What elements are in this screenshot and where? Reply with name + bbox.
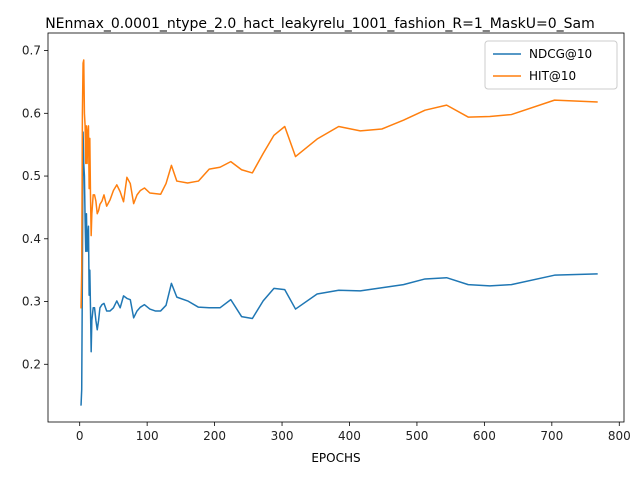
y-axis-ticks: 0.2 0.3 0.4 0.5 0.6 0.7 — [22, 44, 48, 371]
y-tick-label: 0.2 — [22, 357, 41, 371]
y-tick-label: 0.7 — [22, 44, 41, 58]
x-tick-label: 800 — [608, 429, 631, 443]
series-line-hit-10 — [80, 59, 598, 309]
chart-title: NEnmax_0.0001_ntype_2.0_hact_leakyrelu_1… — [45, 16, 595, 32]
x-tick-label: 200 — [203, 429, 226, 443]
x-axis-label: EPOCHS — [311, 451, 360, 465]
legend-box — [484, 40, 618, 90]
y-tick-label: 0.3 — [22, 295, 41, 309]
y-tick-label: 0.6 — [22, 106, 41, 120]
legend: NDCG@10 HIT@10 — [484, 40, 618, 90]
x-tick-label: 600 — [473, 429, 496, 443]
x-tick-label: 400 — [338, 429, 361, 443]
axes-frame — [47, 32, 625, 423]
series-lines — [80, 59, 598, 406]
legend-entry-label: HIT@10 — [529, 69, 576, 83]
series-line-ndcg-10 — [80, 131, 598, 406]
x-tick-label: 700 — [540, 429, 563, 443]
legend-entry-label: NDCG@10 — [529, 47, 592, 61]
x-tick-label: 300 — [271, 429, 294, 443]
x-tick-label: 100 — [136, 429, 159, 443]
x-tick-label: 0 — [76, 429, 84, 443]
y-tick-label: 0.4 — [22, 232, 41, 246]
x-axis-ticks: 0 100 200 300 400 500 600 700 800 — [76, 422, 631, 443]
y-tick-label: 0.5 — [22, 169, 41, 183]
x-tick-label: 500 — [405, 429, 428, 443]
